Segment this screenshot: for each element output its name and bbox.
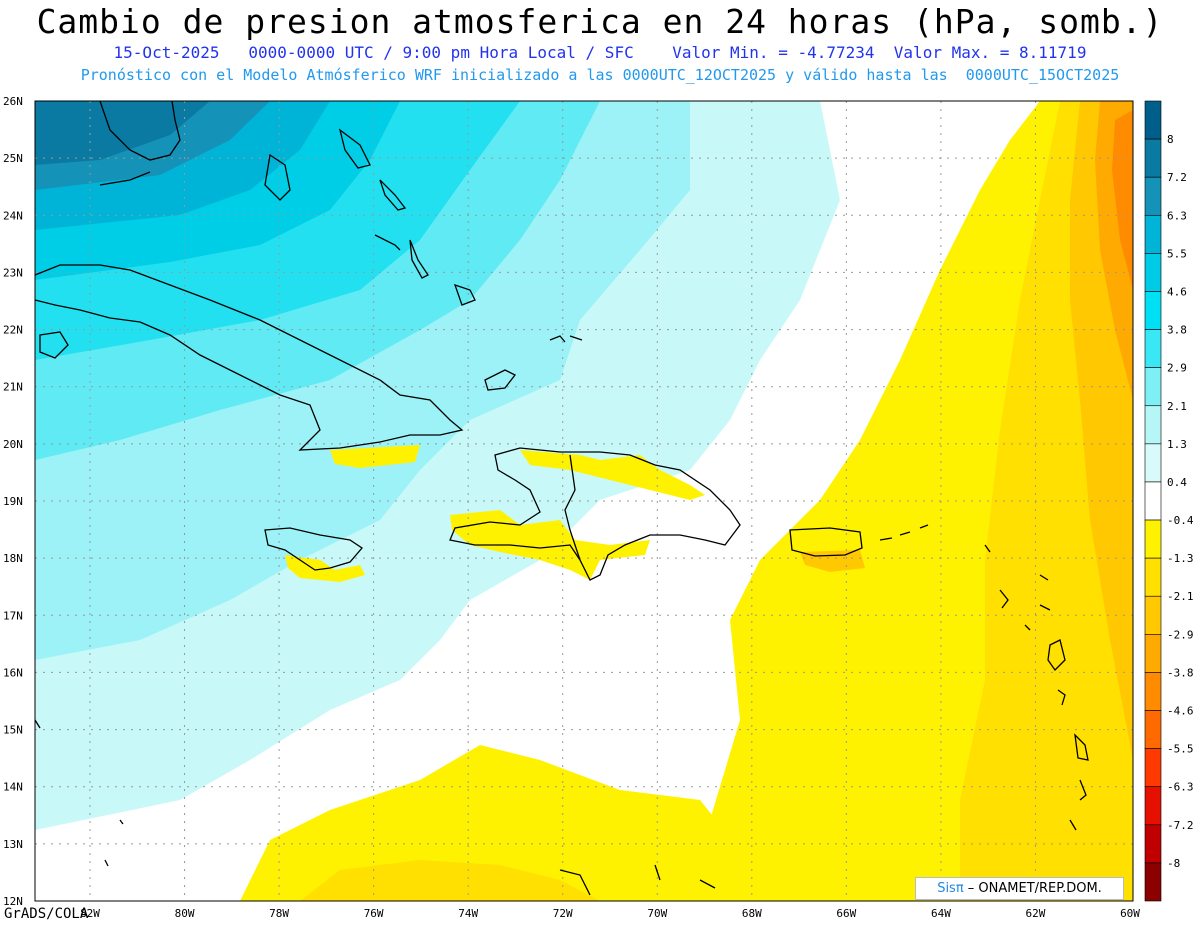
colorbar: 8 7.2 6.3 5.5 4.6 3.8 2.9 2.1 1.3 0.4 -0.4 -1.3 -2.1…	[1145, 101, 1194, 901]
colorbar-swatch	[1145, 139, 1161, 177]
colorbar-label: -7.2	[1167, 819, 1194, 832]
colorbar-swatch	[1145, 330, 1161, 368]
lon-tick-label: 72W	[553, 907, 573, 920]
colorbar-swatch	[1145, 672, 1161, 710]
colorbar-swatch	[1145, 444, 1161, 482]
lon-tick-label: 76W	[364, 907, 384, 920]
colorbar-swatch	[1145, 253, 1161, 291]
colorbar-swatch	[1145, 291, 1161, 329]
colorbar-label: 0.4	[1167, 476, 1187, 489]
colorbar-swatch	[1145, 482, 1161, 520]
colorbar-label: -4.6	[1167, 705, 1194, 718]
onamet-stamp: Sisπ – ONAMET/REP.DOM.	[915, 877, 1124, 900]
colorbar-label: 6.3	[1167, 209, 1187, 222]
colorbar-label: -2.9	[1167, 628, 1194, 641]
colorbar-swatch	[1145, 215, 1161, 253]
colorbar-label: 5.5	[1167, 247, 1187, 260]
lon-tick-label: 66W	[836, 907, 856, 920]
lon-tick-label: 64W	[931, 907, 951, 920]
lat-tick-label: 14N	[3, 781, 23, 794]
lat-tick-label: 15N	[3, 724, 23, 737]
lon-tick-label: 74W	[458, 907, 478, 920]
latitude-axis: 26N 25N 24N 23N 22N 21N 20N 19N 18N 17N 16N 15N 14N 1…	[3, 95, 23, 908]
lat-tick-label: 16N	[3, 666, 23, 679]
sispi-brand: Sisπ	[937, 881, 963, 896]
colorbar-label: 3.8	[1167, 324, 1187, 337]
colorbar-swatch	[1145, 863, 1161, 901]
colorbar-label: -0.4	[1167, 514, 1194, 527]
colorbar-swatch	[1145, 711, 1161, 749]
colorbar-label: -6.3	[1167, 781, 1194, 794]
colorbar-label: 8	[1167, 133, 1174, 146]
colorbar-label: -2.1	[1167, 590, 1194, 603]
lon-tick-label: 70W	[647, 907, 667, 920]
lat-tick-label: 20N	[3, 438, 23, 451]
colorbar-label: -8	[1167, 857, 1180, 870]
colorbar-label: 2.9	[1167, 362, 1187, 375]
colorbar-label: 1.3	[1167, 438, 1187, 451]
lat-tick-label: 21N	[3, 381, 23, 394]
lon-tick-label: 68W	[742, 907, 762, 920]
lon-tick-label: 80W	[175, 907, 195, 920]
colorbar-swatch	[1145, 368, 1161, 406]
colorbar-label: 2.1	[1167, 400, 1187, 413]
colorbar-swatch	[1145, 520, 1161, 558]
lat-tick-label: 23N	[3, 266, 23, 279]
pressure-field	[35, 101, 1133, 901]
lat-tick-label: 22N	[3, 324, 23, 337]
colorbar-label: 7.2	[1167, 171, 1187, 184]
onamet-org: – ONAMET/REP.DOM.	[964, 881, 1102, 896]
colorbar-swatch	[1145, 825, 1161, 863]
lat-tick-label: 24N	[3, 209, 23, 222]
lat-tick-label: 25N	[3, 152, 23, 165]
colorbar-label: -1.3	[1167, 552, 1194, 565]
lat-tick-label: 19N	[3, 495, 23, 508]
lat-tick-label: 18N	[3, 552, 23, 565]
colorbar-label: -5.5	[1167, 743, 1194, 756]
longitude-axis: 82W 80W 78W 76W 74W 72W 70W 68W 66W 64W 62W 60W	[80, 907, 1140, 920]
lon-tick-label: 62W	[1026, 907, 1046, 920]
colorbar-swatch	[1145, 558, 1161, 596]
colorbar-swatch	[1145, 634, 1161, 672]
grads-credit: GrADS/COLA	[4, 906, 88, 922]
colorbar-swatch	[1145, 101, 1161, 139]
colorbar-label: -3.8	[1167, 666, 1194, 679]
colorbar-swatch	[1145, 787, 1161, 825]
lat-tick-label: 26N	[3, 95, 23, 108]
colorbar-swatch	[1145, 596, 1161, 634]
colorbar-label: 4.6	[1167, 285, 1187, 298]
lon-tick-label: 60W	[1120, 907, 1140, 920]
colorbar-swatch	[1145, 749, 1161, 787]
lon-tick-label: 78W	[269, 907, 289, 920]
lat-tick-label: 17N	[3, 609, 23, 622]
colorbar-swatch	[1145, 406, 1161, 444]
colorbar-swatch	[1145, 177, 1161, 215]
lat-tick-label: 13N	[3, 838, 23, 851]
